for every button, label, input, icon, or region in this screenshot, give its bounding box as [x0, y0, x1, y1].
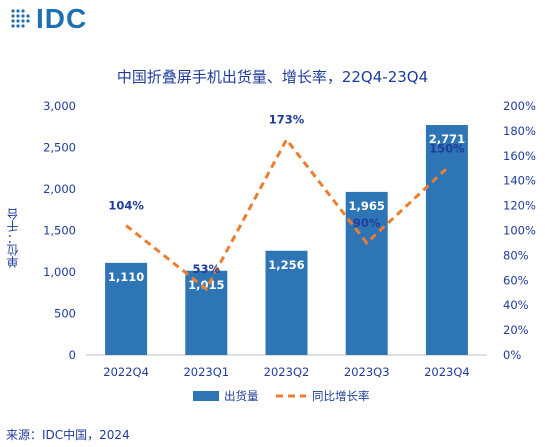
bar [185, 270, 228, 355]
legend-bar-label: 出货量 [224, 389, 259, 403]
bar-value-label: 1,110 [108, 270, 144, 284]
chart-title: 中国折叠屏手机出货量、增长率，22Q4-23Q4 [116, 68, 429, 86]
y2-tick-label: 60% [503, 273, 529, 287]
growth-rate-label: 53% [193, 262, 221, 276]
growth-rate-label: 90% [353, 216, 381, 230]
legend-bar-swatch [193, 391, 219, 401]
source-note: 来源：IDC中国，2024 [6, 428, 130, 442]
y2-tick-label: 180% [503, 124, 536, 138]
y2-tick-label: 20% [503, 323, 529, 337]
y-tick-label: 1,000 [43, 265, 76, 279]
y2-tick-label: 0% [503, 348, 521, 362]
bar [425, 125, 468, 355]
y2-tick-label: 80% [503, 248, 529, 262]
idc-logo-icon [11, 9, 30, 28]
bar-value-label: 2,771 [429, 132, 465, 146]
legend-line-label: 同比增长率 [312, 389, 370, 403]
growth-rate-label: 104% [108, 199, 144, 213]
y2-tick-label: 200% [503, 99, 536, 113]
x-tick-label: 2023Q2 [264, 365, 310, 379]
x-tick-label: 2022Q4 [103, 365, 149, 379]
y2-tick-label: 100% [503, 224, 536, 238]
bar [105, 262, 148, 355]
y2-tick-label: 160% [503, 149, 536, 163]
y-tick-label: 0 [69, 348, 76, 362]
y-tick-label: 500 [54, 307, 76, 321]
y2-tick-label: 40% [503, 298, 529, 312]
x-tick-label: 2023Q4 [424, 365, 470, 379]
y2-tick-label: 120% [503, 199, 536, 213]
x-tick-label: 2023Q3 [344, 365, 390, 379]
bar-value-label: 1,256 [268, 258, 304, 272]
bar-value-label: 1,965 [349, 199, 385, 213]
bar [265, 250, 308, 355]
idc-logo: IDC [10, 4, 87, 34]
growth-rate-label: 173% [269, 113, 305, 127]
y2-tick-label: 140% [503, 174, 536, 188]
x-tick-label: 2023Q1 [183, 365, 229, 379]
y-tick-label: 2,500 [43, 141, 76, 155]
growth-rate-label: 150% [429, 141, 465, 155]
idc-logo-text: IDC [36, 3, 88, 34]
y-tick-label: 3,000 [43, 99, 76, 113]
y-tick-label: 2,000 [43, 182, 76, 196]
bar [345, 191, 388, 355]
y-tick-label: 1,500 [43, 224, 76, 238]
